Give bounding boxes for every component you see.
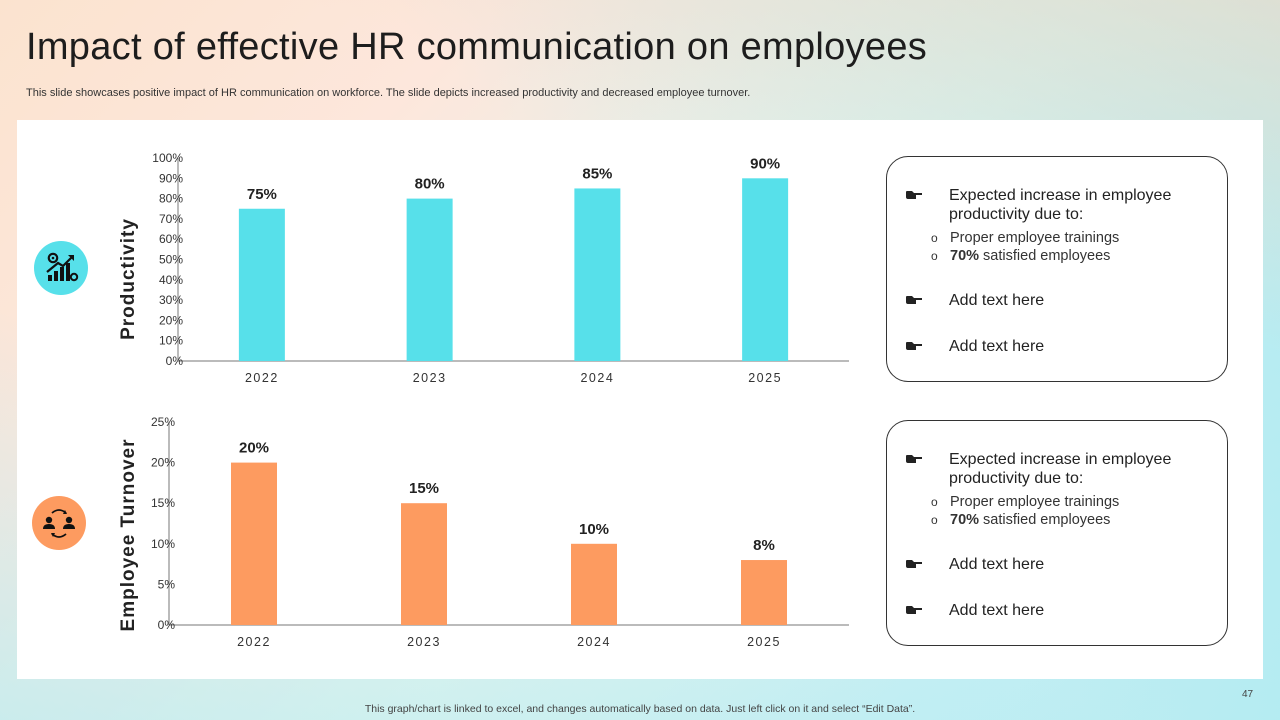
notes-sub-item: o Proper employee trainings bbox=[931, 230, 1120, 246]
y-axis-title: Productivity bbox=[118, 218, 139, 340]
employee-exchange-icon bbox=[43, 509, 75, 538]
bar bbox=[231, 462, 277, 625]
bar bbox=[574, 188, 621, 361]
pointing-hand-icon bbox=[906, 342, 922, 350]
y-tick-label: 40% bbox=[159, 273, 183, 287]
productivity-notes-box: Expected increase in employee productivi… bbox=[886, 156, 1228, 382]
pointing-hand-icon bbox=[906, 191, 922, 199]
x-tick-label: 2024 bbox=[577, 635, 611, 649]
notes-sub-item: o Proper employee trainings bbox=[931, 494, 1120, 510]
y-tick-label: 90% bbox=[159, 171, 183, 185]
data-label: 10% bbox=[579, 521, 609, 538]
bar bbox=[741, 560, 787, 625]
notes-sub-item: o 70% satisfied employees bbox=[931, 248, 1111, 264]
y-tick-label: 5% bbox=[158, 577, 176, 591]
bar bbox=[406, 198, 453, 361]
y-tick-label: 80% bbox=[159, 192, 183, 206]
data-label: 20% bbox=[239, 440, 269, 457]
notes-item-text[interactable]: Add text here bbox=[949, 602, 1045, 619]
y-axis-title: Employee Turnover bbox=[118, 439, 139, 632]
notes-main-text: Expected increase in employee productivi… bbox=[949, 187, 1172, 223]
notes-item-text[interactable]: Add text here bbox=[949, 556, 1045, 573]
x-tick-label: 2023 bbox=[407, 635, 441, 649]
growth-gears-icon bbox=[46, 252, 79, 282]
x-tick-label: 2023 bbox=[413, 371, 447, 385]
y-tick-label: 20% bbox=[151, 456, 175, 470]
pointing-hand-icon bbox=[906, 455, 922, 463]
y-tick-label: 70% bbox=[159, 212, 183, 226]
pointing-hand-icon bbox=[906, 296, 922, 304]
data-label: 8% bbox=[753, 537, 775, 554]
notes-item-text[interactable]: Add text here bbox=[949, 338, 1045, 355]
y-tick-label: 0% bbox=[166, 354, 184, 368]
y-tick-label: 25% bbox=[151, 415, 175, 429]
x-tick-label: 2022 bbox=[237, 635, 271, 649]
y-tick-label: 30% bbox=[159, 293, 183, 307]
x-tick-label: 2024 bbox=[580, 371, 614, 385]
pointing-hand-icon bbox=[906, 606, 922, 614]
pointing-hand-icon bbox=[906, 560, 922, 568]
y-tick-label: 100% bbox=[152, 151, 183, 165]
footer-note: This graph/chart is linked to excel, and… bbox=[364, 703, 916, 715]
y-tick-label: 0% bbox=[158, 618, 176, 632]
bar bbox=[742, 178, 789, 361]
slide-subtitle: This slide showcases positive impact of … bbox=[26, 87, 751, 99]
bar bbox=[238, 208, 285, 361]
x-tick-label: 2025 bbox=[747, 635, 781, 649]
y-tick-label: 15% bbox=[151, 496, 175, 510]
x-tick-label: 2025 bbox=[748, 371, 782, 385]
y-tick-label: 10% bbox=[159, 334, 183, 348]
page-number: 47 bbox=[1242, 689, 1254, 700]
charts-canvas[interactable]: 0% 10% 20% 30% 40% 50% 60% 70% 80% 90% 100% Product… bbox=[17, 120, 877, 679]
data-label: 80% bbox=[415, 176, 445, 193]
x-tick-label: 2022 bbox=[245, 371, 279, 385]
slide-title: Impact of effective HR communication on … bbox=[26, 26, 928, 68]
y-tick-label: 50% bbox=[159, 253, 183, 267]
y-tick-label: 20% bbox=[159, 313, 183, 327]
data-label: 75% bbox=[247, 186, 277, 203]
data-label: 85% bbox=[582, 165, 612, 182]
y-tick-label: 10% bbox=[151, 537, 175, 551]
bar bbox=[571, 543, 617, 625]
turnover-notes-box: Expected increase in employee productivi… bbox=[886, 420, 1228, 646]
notes-sub-item: o 70% satisfied employees bbox=[931, 512, 1111, 528]
bar bbox=[401, 503, 447, 625]
notes-item-text[interactable]: Add text here bbox=[949, 292, 1045, 309]
data-label: 15% bbox=[409, 480, 439, 497]
turnover-badge bbox=[32, 496, 86, 550]
y-tick-label: 60% bbox=[159, 232, 183, 246]
productivity-badge bbox=[34, 241, 88, 295]
content-panel: 0% 10% 20% 30% 40% 50% 60% 70% 80% 90% 100% Product… bbox=[17, 120, 1263, 679]
data-label: 90% bbox=[750, 155, 780, 172]
notes-main-text: Expected increase in employee productivi… bbox=[949, 451, 1172, 487]
